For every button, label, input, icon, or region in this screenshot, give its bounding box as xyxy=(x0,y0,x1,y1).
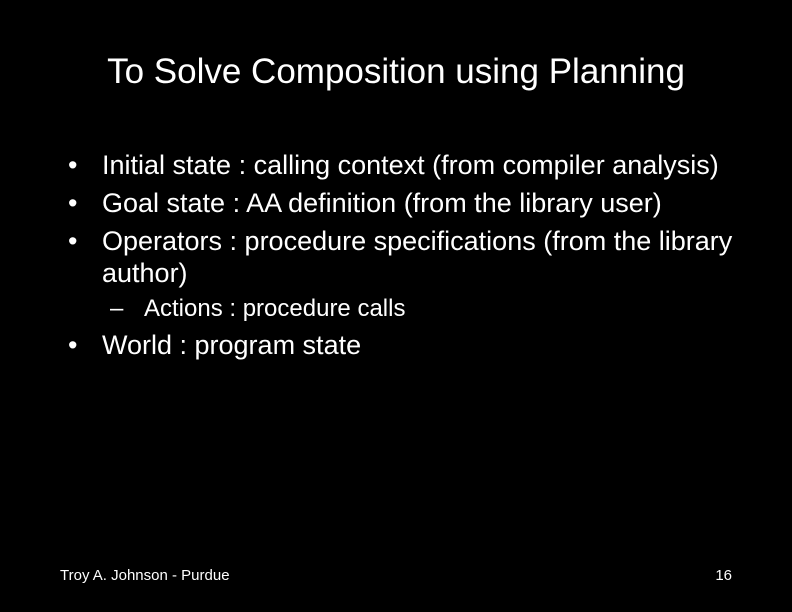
bullet-text: Operators : procedure specifications (fr… xyxy=(102,226,732,288)
slide: To Solve Composition using Planning Init… xyxy=(0,0,792,612)
list-item: Actions : procedure calls xyxy=(102,295,742,324)
slide-footer: Troy A. Johnson - Purdue 16 xyxy=(60,567,732,584)
slide-number: 16 xyxy=(715,567,732,584)
bullet-text: Goal state : AA definition (from the lib… xyxy=(102,188,662,218)
bullet-text: World : program state xyxy=(102,330,361,360)
slide-title: To Solve Composition using Planning xyxy=(50,52,742,92)
list-item: Initial state : calling context (from co… xyxy=(60,150,742,182)
sub-bullet-list: Actions : procedure calls xyxy=(102,295,742,324)
footer-author: Troy A. Johnson - Purdue xyxy=(60,567,230,584)
list-item: Operators : procedure specifications (fr… xyxy=(60,226,742,325)
slide-content: Initial state : calling context (from co… xyxy=(50,150,742,362)
bullet-text: Initial state : calling context (from co… xyxy=(102,150,719,180)
bullet-text: Actions : procedure calls xyxy=(144,295,405,322)
list-item: Goal state : AA definition (from the lib… xyxy=(60,188,742,220)
list-item: World : program state xyxy=(60,330,742,362)
bullet-list: Initial state : calling context (from co… xyxy=(60,150,742,362)
